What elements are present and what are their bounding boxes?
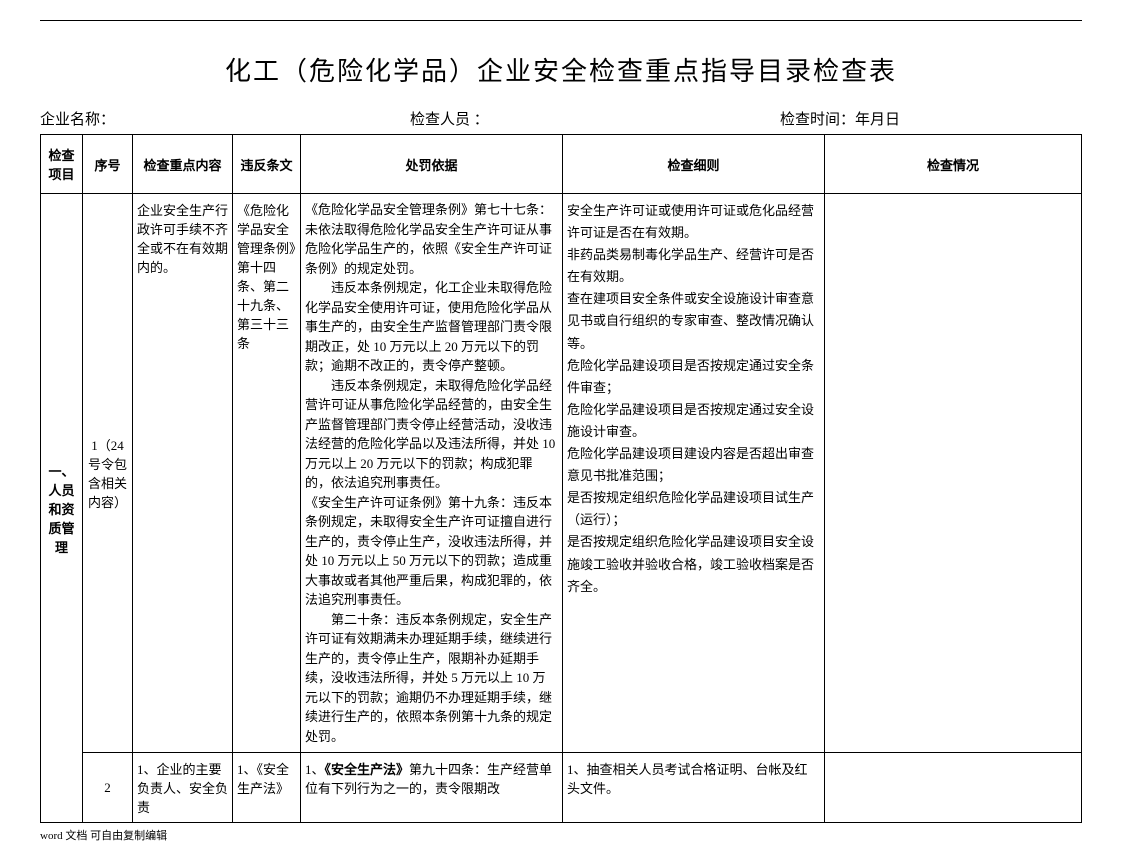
inspector-label: 检查人员 ： xyxy=(410,108,780,129)
content-cell: 1、企业的主要负责人、安全负责 xyxy=(133,753,233,823)
basis-cell: 《危险化学品安全管理条例》第七十七条：未依法取得危险化学品安全生产许可证从事危险… xyxy=(301,194,563,753)
col-status: 检查情况 xyxy=(825,135,1082,194)
rules-cell: 1、抽查相关人员考试合格证明、台帐及红头文件。 xyxy=(563,753,825,823)
basis-p3: 违反本条例规定，未取得危险化学品经营许可证从事危险化学品经营的，由安全生产监督管… xyxy=(305,376,558,493)
basis-p4: 《安全生产许可证条例》第十九条：违反本条例规定，未取得安全生产许可证擅自进行生产… xyxy=(305,493,558,610)
inspection-table: 检查项目 序号 检查重点内容 违反条文 处罚依据 检查细则 检查情况 一、人员和… xyxy=(40,134,1082,823)
rules-cell: 安全生产许可证或使用许可证或危化品经营许可证是否在有效期。 非药品类易制毒化学品… xyxy=(563,194,825,753)
col-project: 检查项目 xyxy=(41,135,83,194)
date-label: 检查时间：年月日 xyxy=(780,108,1082,129)
status-cell xyxy=(825,194,1082,753)
basis-p1: 《危险化学品安全管理条例》第七十七条：未依法取得危险化学品安全生产许可证从事危险… xyxy=(305,200,558,278)
status-cell xyxy=(825,753,1082,823)
table-row: 2 1、企业的主要负责人、安全负责 1、《安全生产法》 1、《安全生产法》第九十… xyxy=(41,753,1082,823)
page-title: 化工（危险化学品）企业安全检查重点指导目录检查表 xyxy=(40,51,1082,88)
top-divider xyxy=(40,20,1082,21)
col-basis: 处罚依据 xyxy=(301,135,563,194)
col-content: 检查重点内容 xyxy=(133,135,233,194)
col-seq: 序号 xyxy=(83,135,133,194)
basis-p5: 第二十条：违反本条例规定，安全生产许可证有效期满未办理延期手续，继续进行生产的，… xyxy=(305,610,558,747)
basis-bold: 《安全生产法》 xyxy=(325,762,410,777)
section-cell: 一、人员和资质管理 xyxy=(41,194,83,823)
rules-line: 危险化学品建设项目建设内容是否超出审查意见书批准范围； xyxy=(567,443,820,487)
rules-line: 非药品类易制毒化学品生产、经营许可是否在有效期。 xyxy=(567,244,820,288)
seq-cell: 2 xyxy=(83,753,133,823)
rules-line: 安全生产许可证或使用许可证或危化品经营许可证是否在有效期。 xyxy=(567,200,820,244)
col-rules: 检查细则 xyxy=(563,135,825,194)
company-label: 企业名称： xyxy=(40,108,410,129)
seq-cell: 1（24号令包含相关内容） xyxy=(83,194,133,753)
rules-line: 危险化学品建设项目是否按规定通过安全设施设计审查。 xyxy=(567,399,820,443)
rules-line: 危险化学品建设项目是否按规定通过安全条件审查； xyxy=(567,355,820,399)
content-cell: 企业安全生产行政许可手续不齐全或不在有效期内的。 xyxy=(133,194,233,753)
col-provision: 违反条文 xyxy=(233,135,301,194)
table-row: 一、人员和资质管理 1（24号令包含相关内容） 企业安全生产行政许可手续不齐全或… xyxy=(41,194,1082,753)
rules-line: 是否按规定组织危险化学品建设项目安全设施竣工验收并验收合格，竣工验收档案是否齐全… xyxy=(567,531,820,597)
basis-p2: 违反本条例规定，化工企业未取得危险化学品安全使用许可证，使用危险化学品从事生产的… xyxy=(305,278,558,376)
basis-text-prefix: 1、 xyxy=(305,762,325,777)
footer-text: word 文档 可自由复制编辑 xyxy=(40,827,1082,843)
provision-cell: 1、《安全生产法》 xyxy=(233,753,301,823)
header-row: 企业名称： 检查人员 ： 检查时间：年月日 xyxy=(40,108,1082,129)
rules-line: 是否按规定组织危险化学品建设项目试生产（运行）； xyxy=(567,487,820,531)
provision-cell: 《危险化学品安全管理条例》第十四条、第二十九条、第三十三条 xyxy=(233,194,301,753)
rules-line: 查在建项目安全条件或安全设施设计审查意见书或自行组织的专家审查、整改情况确认等。 xyxy=(567,288,820,354)
table-header-row: 检查项目 序号 检查重点内容 违反条文 处罚依据 检查细则 检查情况 xyxy=(41,135,1082,194)
basis-cell: 1、《安全生产法》第九十四条：生产经营单位有下列行为之一的，责令限期改 xyxy=(301,753,563,823)
